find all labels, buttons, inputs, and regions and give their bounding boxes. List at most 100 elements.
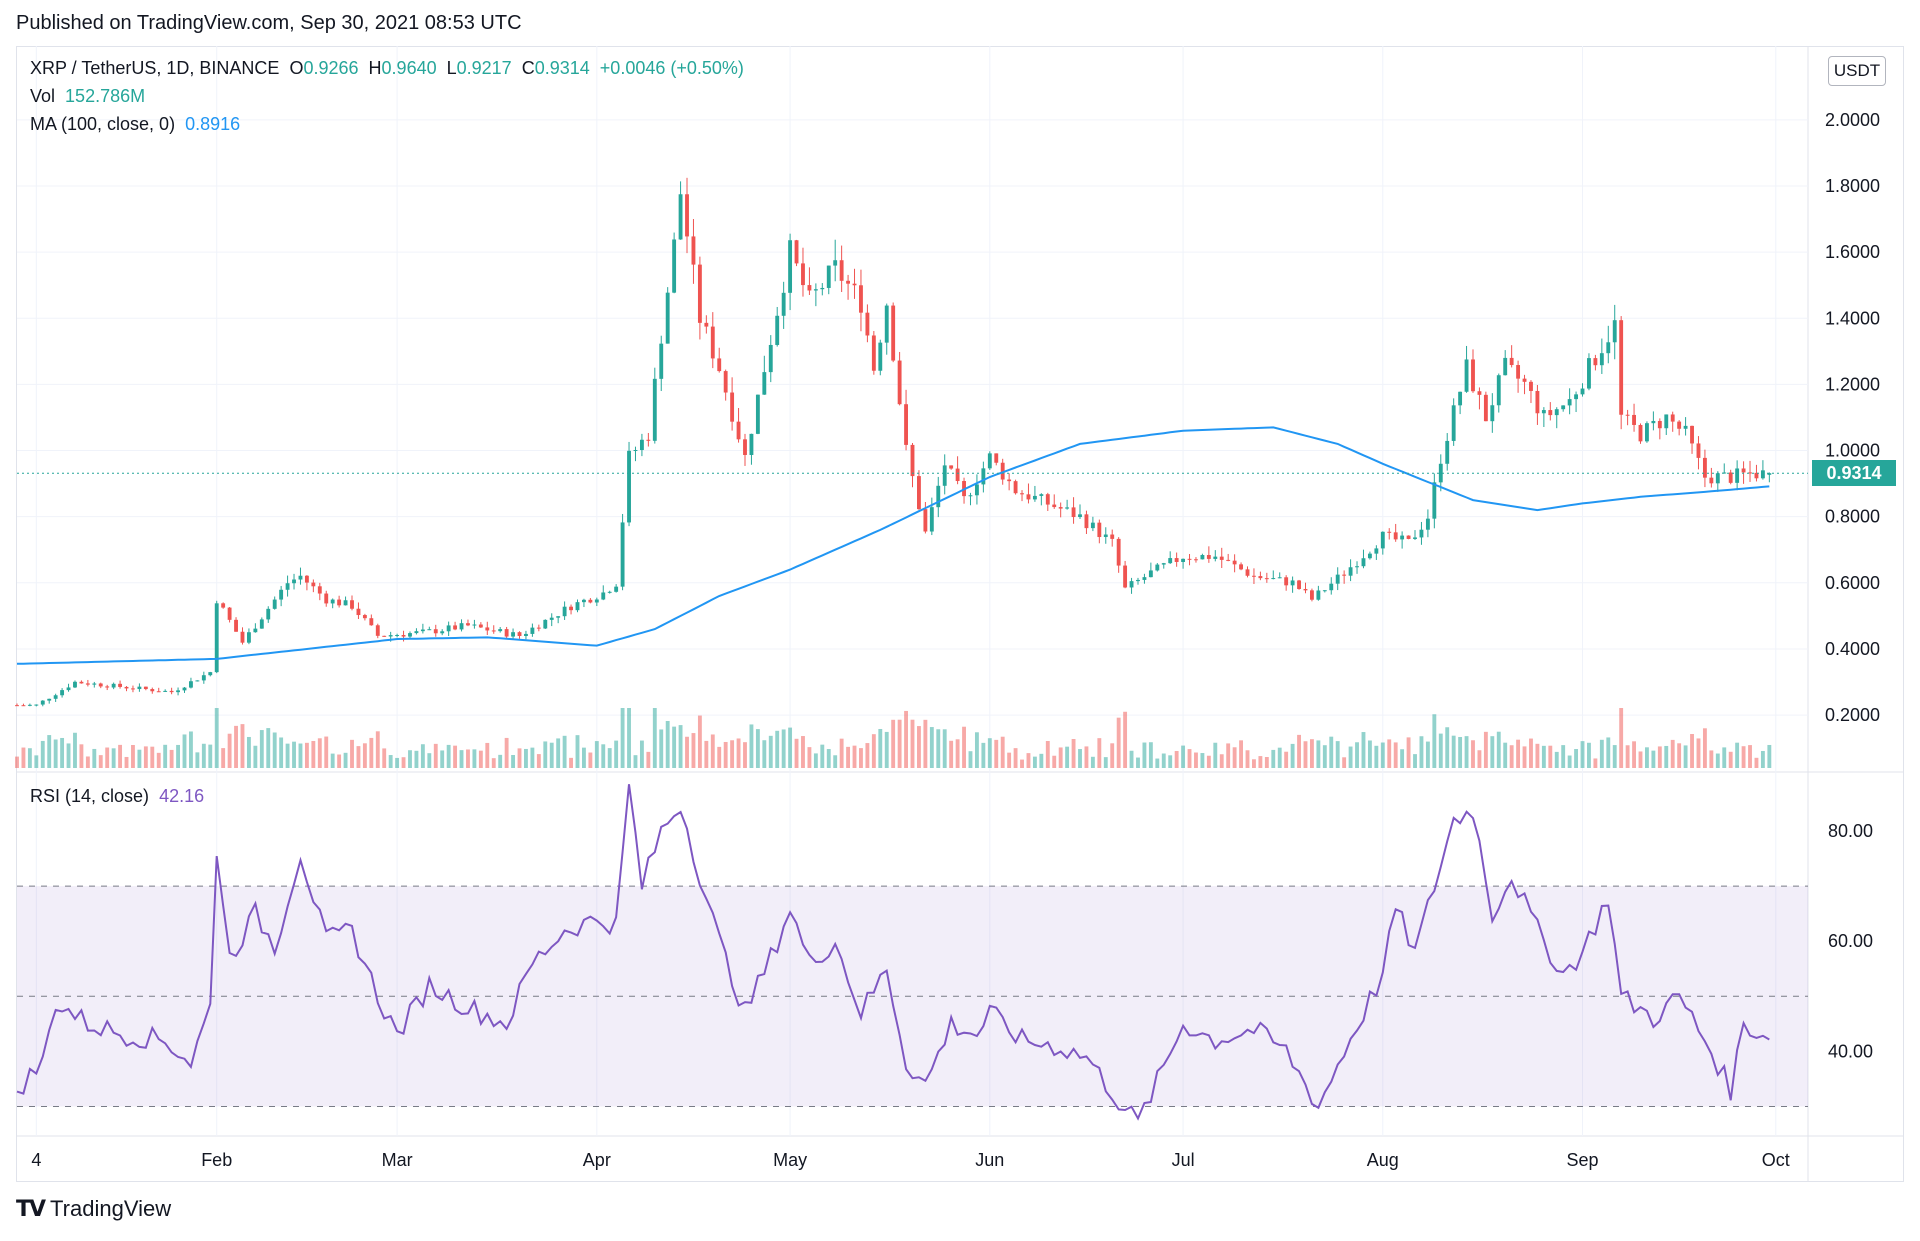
candle-body	[1239, 564, 1243, 570]
candle-body	[266, 608, 271, 620]
time-tick-label: Mar	[382, 1150, 413, 1170]
change-value: +0.0046 (+0.50%)	[599, 58, 744, 78]
volume-bar	[633, 755, 638, 768]
candle-body	[150, 689, 155, 692]
volume-bar	[1264, 757, 1269, 768]
volume-bar	[1309, 739, 1314, 768]
volume-bar	[169, 749, 174, 768]
candle-body	[1303, 588, 1308, 591]
volume-bar	[1670, 739, 1675, 768]
volume-bar	[1548, 745, 1553, 768]
volume-bar	[221, 748, 226, 768]
volume-bar	[775, 730, 780, 768]
volume-bar	[1277, 747, 1282, 768]
price-tick-label: 1.6000	[1825, 242, 1880, 262]
tradingview-logo[interactable]: 𝗧𝗩 TradingView	[16, 1196, 171, 1222]
candle-body	[1690, 425, 1694, 444]
volume-bar	[408, 750, 412, 768]
candle-body	[111, 683, 116, 688]
volume-bar	[556, 738, 561, 768]
candle-body	[292, 579, 296, 584]
time-tick-label: Aug	[1367, 1150, 1399, 1170]
volume-bar	[60, 737, 65, 768]
candle-body	[1574, 394, 1579, 400]
volume-bar	[1393, 742, 1398, 768]
candle-body	[968, 495, 973, 497]
candle-body	[498, 629, 503, 632]
time-tick-label: Oct	[1762, 1150, 1790, 1170]
volume-bar	[994, 739, 999, 768]
candle-body	[1625, 414, 1630, 416]
candle-body	[717, 358, 722, 372]
candle-body	[1535, 390, 1540, 414]
candle-body	[601, 592, 606, 600]
candle-body	[414, 631, 419, 634]
volume-bar	[1206, 755, 1211, 768]
volume-bar	[414, 750, 419, 768]
volume-bar	[466, 749, 470, 768]
candle-body	[543, 619, 548, 629]
volume-bar	[111, 748, 116, 768]
volume-bar	[189, 731, 193, 768]
volume-bar	[1071, 739, 1076, 768]
candle-body	[356, 608, 361, 616]
candle-body	[672, 239, 677, 293]
candle-body	[536, 627, 541, 629]
volume-bar	[1039, 753, 1044, 768]
volume-bar	[246, 736, 251, 768]
volume-bar	[195, 752, 200, 768]
volume-bar	[588, 752, 593, 768]
candle-body	[839, 260, 844, 281]
volume-bar	[685, 736, 689, 768]
candle-body	[646, 439, 651, 441]
candle-body	[466, 623, 470, 626]
volume-bar	[1148, 742, 1153, 768]
candle-body	[1032, 495, 1037, 500]
time-tick-label: Apr	[583, 1150, 611, 1170]
candle-body	[330, 599, 335, 604]
candle-body	[1670, 414, 1675, 422]
candle-body	[1020, 493, 1024, 495]
volume-bar	[1728, 751, 1733, 768]
candle-body	[755, 394, 760, 434]
candle-body	[1232, 560, 1237, 565]
volume-bar	[652, 708, 657, 768]
volume-bar	[234, 725, 238, 768]
volume-bar	[362, 743, 367, 768]
volume-bar	[1168, 755, 1173, 768]
candle-body	[1767, 473, 1772, 475]
candle-body	[530, 627, 535, 634]
candle-body	[826, 265, 831, 288]
volume-bar	[846, 746, 851, 768]
volume-bar	[1020, 759, 1024, 768]
volume-bar	[852, 745, 857, 768]
candle-body	[1612, 320, 1617, 343]
currency-button[interactable]: USDT	[1828, 56, 1886, 86]
candle-body	[1013, 481, 1018, 494]
candle-body	[1490, 405, 1495, 422]
candle-body	[1297, 580, 1301, 589]
candle-body	[1638, 424, 1643, 442]
candle-body	[15, 705, 19, 707]
candle-body	[137, 686, 142, 690]
candle-body	[1406, 535, 1411, 539]
volume-bar	[1084, 746, 1089, 768]
volume-bar	[665, 721, 670, 768]
candle-body	[1619, 320, 1624, 415]
volume-bar	[884, 731, 889, 768]
candle-body	[549, 617, 554, 620]
candle-body	[743, 439, 747, 455]
volume-bar	[768, 735, 773, 768]
volume-bar	[743, 742, 747, 768]
time-tick-label: Feb	[201, 1150, 232, 1170]
volume-bar	[440, 750, 445, 768]
candle-body	[1760, 470, 1765, 479]
candle-body	[1123, 565, 1128, 588]
volume-bar	[1387, 739, 1392, 768]
volume-bar	[137, 749, 142, 768]
candle-body	[1110, 534, 1115, 539]
volume-bar	[1271, 749, 1276, 768]
candle-body	[1516, 365, 1521, 379]
volume-bar	[98, 755, 103, 768]
